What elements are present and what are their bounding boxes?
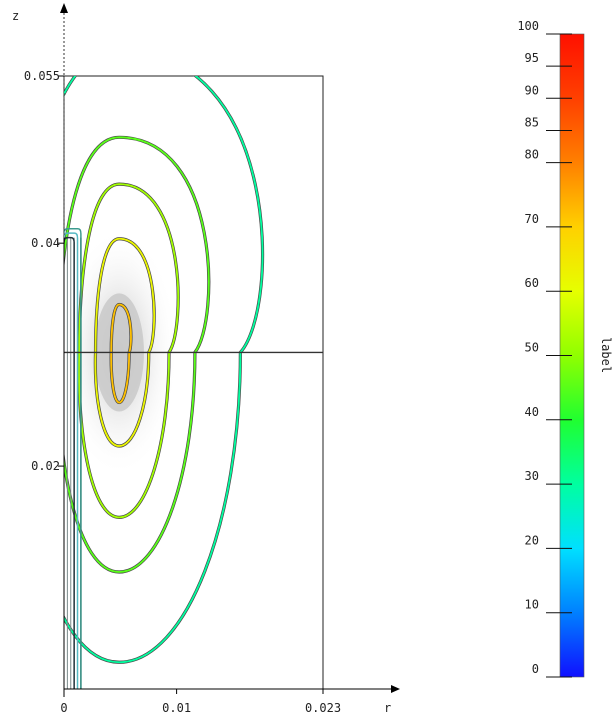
colorbar-tick-label-4: 40 [525, 405, 539, 419]
colorbar-tick-label-5: 50 [525, 341, 539, 355]
colorbar-tick-label-7: 70 [525, 212, 539, 226]
colorbar-tick-label-3: 30 [525, 469, 539, 483]
x-ticks: 0 0.01 0.023 [60, 689, 341, 715]
colorbar-tick-label-2: 20 [525, 533, 539, 547]
x-tick-label-1: 0.01 [162, 701, 191, 715]
contour-line-4 [64, 76, 264, 664]
y-tick-label-2: 0.055 [24, 69, 60, 83]
contour-line-1 [94, 237, 156, 447]
colorbar-tick-label-8: 80 [525, 148, 539, 162]
contour-line-0 [110, 303, 132, 404]
contour-line-3 [64, 136, 210, 573]
colorbar-tick-label-12: 100 [517, 19, 539, 33]
contour-lines [64, 76, 265, 664]
colorbar-tick-label-6: 60 [525, 276, 539, 290]
y-axis-label: z [12, 9, 19, 23]
x-tick-label-2: 0.023 [305, 701, 341, 715]
x-axis-label: r [384, 701, 391, 715]
y-tick-label-0: 0.02 [31, 459, 60, 473]
y-ticks: 0.02 0.04 0.055 [24, 69, 64, 473]
colorbar-label: label [599, 337, 613, 373]
contour-line-2 [78, 183, 180, 519]
y-axis-arrow [60, 3, 68, 13]
y-tick-label-1: 0.04 [31, 236, 60, 250]
colorbar-tick-label-9: 85 [525, 115, 539, 129]
colorbar-ticks: 0 10 20 30 40 50 60 70 80 85 90 95 100 [517, 19, 572, 678]
x-axis-arrow [391, 685, 400, 693]
colorbar-tick-label-0: 0 [532, 662, 539, 676]
x-tick-label-0: 0 [60, 701, 67, 715]
tube-lines [64, 227, 82, 689]
colorbar-tick-label-10: 90 [525, 83, 539, 97]
colorbar-tick-label-1: 10 [525, 598, 539, 612]
colorbar-tick-label-11: 95 [525, 51, 539, 65]
